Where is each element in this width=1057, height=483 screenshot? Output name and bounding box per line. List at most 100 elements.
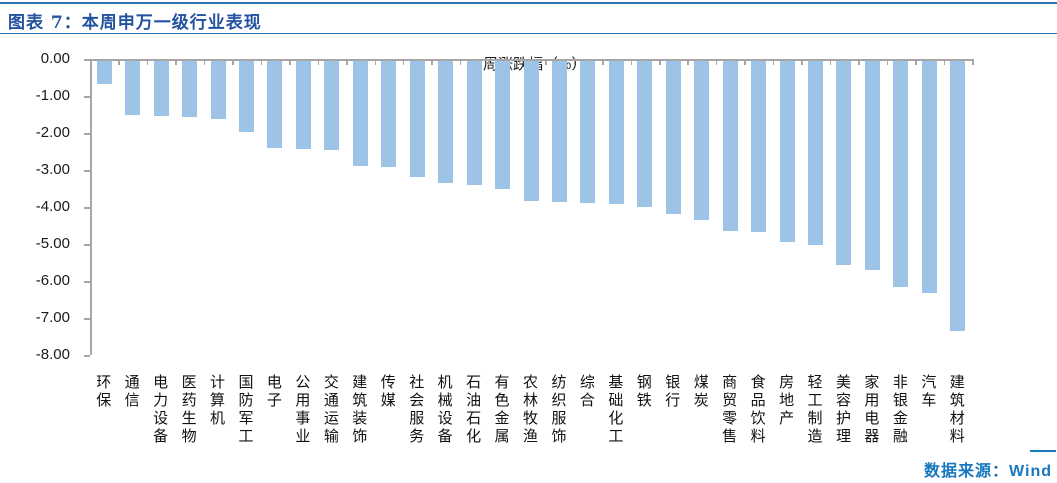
value-axis-tick-label: 0.00 <box>40 50 70 67</box>
category-axis-tick <box>545 59 547 65</box>
bar <box>267 61 283 148</box>
category-axis-tick <box>431 59 433 65</box>
bar <box>751 61 767 233</box>
category-label: 食品饮料 <box>748 374 766 446</box>
category-label: 综合 <box>577 374 595 410</box>
bar <box>438 61 454 183</box>
category-label: 钢铁 <box>634 374 652 410</box>
value-axis-tick <box>84 96 90 98</box>
source-accent-line <box>1030 450 1056 452</box>
bar <box>665 61 681 214</box>
bar <box>295 61 311 149</box>
category-label: 农林牧渔 <box>521 374 538 446</box>
category-axis-tick <box>829 59 832 65</box>
category-label: 交通运输 <box>321 374 339 446</box>
value-axis-tick <box>84 59 90 61</box>
value-axis-tick-label: -8.00 <box>35 346 70 363</box>
category-label: 煤炭 <box>691 374 709 410</box>
category-label: 医药生物 <box>179 374 197 446</box>
category-axis-tick <box>972 59 974 65</box>
value-axis-tick-label: -5.00 <box>35 235 70 252</box>
category-label: 社会服务 <box>407 374 425 446</box>
category-axis-tick <box>175 59 177 65</box>
figure-title: 图表 7：本周申万一级行业表现 <box>8 13 262 33</box>
bar <box>893 61 909 287</box>
bar <box>153 61 169 117</box>
category-axis-tick <box>118 59 120 65</box>
category-axis-tick <box>772 59 775 65</box>
category-axis-tick <box>715 59 718 65</box>
bar <box>182 61 198 118</box>
value-axis-tick-label: -6.00 <box>35 272 70 289</box>
category-axis-tick <box>402 59 405 65</box>
category-label: 商贸零售 <box>720 374 738 446</box>
bar <box>210 61 226 119</box>
value-axis-tick-label: -4.00 <box>35 198 70 215</box>
value-axis-tick-label: -7.00 <box>35 309 70 326</box>
category-axis-tick <box>516 59 519 65</box>
category-label: 有色金属 <box>492 374 510 446</box>
category-axis-tick <box>573 59 576 65</box>
category-axis-tick <box>630 59 633 65</box>
category-axis-tick <box>346 59 348 65</box>
top-rule <box>0 2 1057 4</box>
category-label: 建筑材料 <box>947 374 965 446</box>
category-label: 非银金融 <box>890 374 908 446</box>
bar <box>551 61 567 202</box>
bar <box>608 61 624 205</box>
bar <box>864 61 880 271</box>
bar <box>96 61 112 85</box>
value-axis-tick <box>84 281 90 283</box>
bar <box>722 61 738 232</box>
bar <box>324 61 340 150</box>
category-axis-tick <box>317 59 320 65</box>
category-axis-tick <box>744 59 746 65</box>
category-axis-tick <box>915 59 917 65</box>
category-label: 国防军工 <box>236 374 254 446</box>
value-axis-tick-label: -3.00 <box>35 161 70 178</box>
value-axis-tick <box>84 244 90 246</box>
category-label: 房地产 <box>777 374 795 428</box>
category-label: 机械设备 <box>435 374 453 446</box>
category-axis-line <box>90 59 972 61</box>
category-axis-tick <box>488 59 490 65</box>
bar <box>238 61 254 132</box>
title-divider-rule <box>0 33 1057 34</box>
category-label: 环保 <box>94 374 112 410</box>
category-axis-tick <box>289 59 291 65</box>
category-axis-tick <box>203 59 206 65</box>
category-axis-tick <box>602 59 604 65</box>
category-label: 银行 <box>663 374 681 410</box>
value-axis-tick-label: -2.00 <box>35 124 70 141</box>
category-axis-tick <box>374 59 377 65</box>
category-label: 家用电器 <box>862 374 880 446</box>
bar <box>921 61 937 293</box>
category-label: 传媒 <box>378 374 396 410</box>
bar <box>779 61 795 243</box>
category-label: 建筑装饰 <box>350 374 368 446</box>
value-axis-tick <box>84 170 90 172</box>
category-axis-tick <box>90 59 92 65</box>
category-label: 基础化工 <box>606 374 624 446</box>
bar <box>808 61 824 246</box>
data-source-label: 数据来源：Wind <box>924 463 1052 480</box>
category-axis-tick <box>886 59 889 65</box>
category-axis-tick <box>801 59 803 65</box>
bar <box>381 61 397 168</box>
bar <box>409 61 425 178</box>
bar <box>352 61 368 166</box>
category-axis-tick <box>687 59 689 65</box>
category-label: 汽车 <box>919 374 937 410</box>
bar <box>950 61 966 332</box>
bar <box>466 61 482 186</box>
value-axis-tick <box>84 133 90 135</box>
category-axis-tick <box>232 59 234 65</box>
category-label: 电力设备 <box>151 374 169 446</box>
category-axis-tick <box>146 59 149 65</box>
value-axis-tick <box>84 207 90 209</box>
value-axis-line <box>90 59 92 355</box>
value-axis-tick-label: -1.00 <box>35 87 70 104</box>
category-axis-tick <box>659 59 661 65</box>
category-label: 纺织服饰 <box>549 374 567 446</box>
category-label: 电子 <box>264 374 282 410</box>
